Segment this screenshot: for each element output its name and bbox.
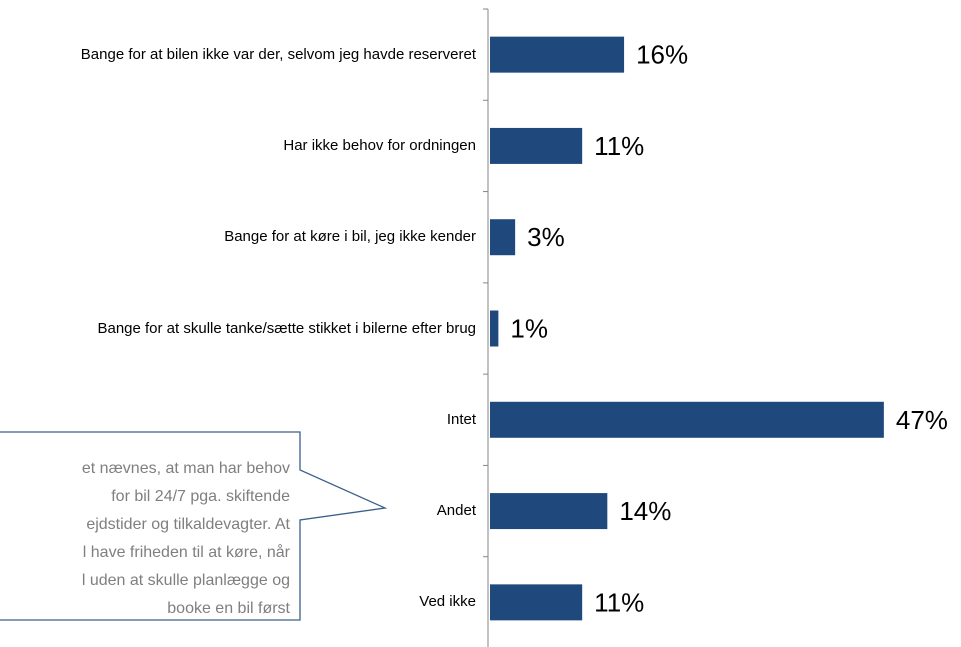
bar: [490, 219, 516, 256]
category-label-box: Ved ikke: [419, 572, 476, 632]
value-label: 1%: [510, 314, 548, 344]
bar: [490, 401, 884, 438]
category-label: Intet: [446, 410, 476, 428]
bar: [490, 127, 583, 164]
category-label: Bange for at skulle tanke/sætte stikket …: [97, 319, 476, 337]
value-label: 11%: [594, 587, 644, 617]
category-label-box: Bange for at skulle tanke/sætte stikket …: [97, 299, 476, 359]
category-label-box: Bange for at bilen ikke var der, selvom …: [81, 25, 476, 85]
bar: [490, 493, 608, 530]
callout-text: ejdstider og tilkaldevagter. At: [86, 516, 290, 533]
category-label: Ved ikke: [419, 593, 476, 611]
callout-text: booke en bil først: [167, 600, 290, 617]
category-label-box: Har ikke behov for ordningen: [283, 116, 476, 176]
category-label-box: Intet: [447, 390, 476, 450]
callout-box: [0, 431, 388, 621]
value-label: 14%: [619, 496, 671, 526]
value-label: 47%: [896, 405, 948, 435]
callout-text: l uden at skulle planlægge og: [82, 572, 290, 589]
callout-text: for bil 24/7 pga. skiftende: [111, 488, 290, 505]
bar: [490, 310, 499, 347]
bar: [490, 584, 583, 621]
callout-text: et nævnes, at man har behov: [82, 460, 290, 477]
category-label-box: Andet: [437, 481, 476, 541]
category-label: Har ikke behov for ordningen: [283, 136, 476, 154]
category-label: Bange for at bilen ikke var der, selvom …: [80, 45, 476, 63]
bar: [490, 36, 625, 73]
category-label: Andet: [436, 502, 476, 520]
value-label: 3%: [527, 222, 565, 252]
value-label: 16%: [636, 40, 688, 70]
category-label: Bange for at køre i bil, jeg ikke kender: [224, 228, 476, 246]
value-label: 11%: [594, 131, 644, 161]
category-label-box: Bange for at køre i bil, jeg ikke kender: [224, 207, 476, 267]
callout-text: l have friheden til at køre, når: [83, 543, 291, 561]
